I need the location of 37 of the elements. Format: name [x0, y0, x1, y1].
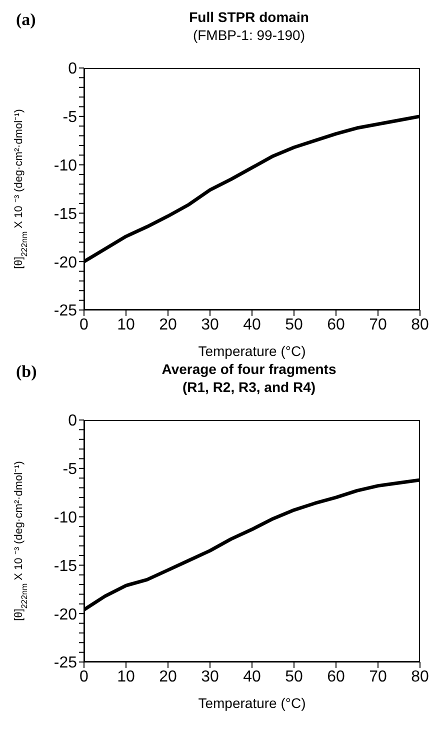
x-tick-label: 40 — [243, 668, 261, 686]
x-tick-label: 80 — [411, 316, 429, 334]
y-tick-label: -5 — [62, 109, 78, 126]
x-tick-label: 0 — [80, 316, 89, 334]
y-tick-label: -25 — [54, 302, 78, 320]
x-tick-label: 60 — [327, 668, 345, 686]
y-tick-label: -10 — [54, 509, 78, 526]
chart-title: Average of four fragments (R1, R2, R3, and R4) — [160, 360, 338, 396]
x-tick-label: 0 — [80, 668, 89, 686]
x-tick-label: 30 — [201, 668, 219, 686]
chart-subtitle: (FMBP-1: 99-190) — [192, 26, 306, 44]
text: (a) — [16, 10, 36, 30]
x-axis-title: Temperature (°C) — [198, 695, 306, 711]
y-tick-label: -20 — [54, 606, 78, 624]
x-tick-label: 50 — [285, 668, 303, 686]
y-tick-label: -15 — [54, 558, 78, 575]
y-tick-label: -20 — [54, 254, 78, 272]
y-tick-label: 0 — [68, 412, 78, 430]
x-tick-label: 10 — [117, 668, 135, 686]
x-tick-label: 40 — [243, 316, 261, 334]
x-tick-label: 60 — [327, 316, 345, 334]
x-axis-title: Temperature (°C) — [198, 343, 306, 359]
y-tick-label: 0 — [68, 60, 78, 78]
x-tick-label: 70 — [369, 316, 387, 334]
x-tick-label: 80 — [411, 668, 429, 686]
y-tick-label: -15 — [54, 206, 78, 223]
y-tick-label: -25 — [54, 654, 78, 672]
y-tick-label: -10 — [54, 157, 78, 174]
x-tick-label: 20 — [159, 668, 177, 686]
x-tick-label: 70 — [369, 668, 387, 686]
x-tick-label: 50 — [285, 316, 303, 334]
chart-title: Full STPR domain — [188, 8, 310, 26]
x-tick-label: 30 — [201, 316, 219, 334]
y-tick-label: -5 — [62, 461, 78, 478]
x-tick-label: 20 — [159, 316, 177, 334]
text: (b) — [16, 362, 37, 382]
x-tick-label: 10 — [117, 316, 135, 334]
